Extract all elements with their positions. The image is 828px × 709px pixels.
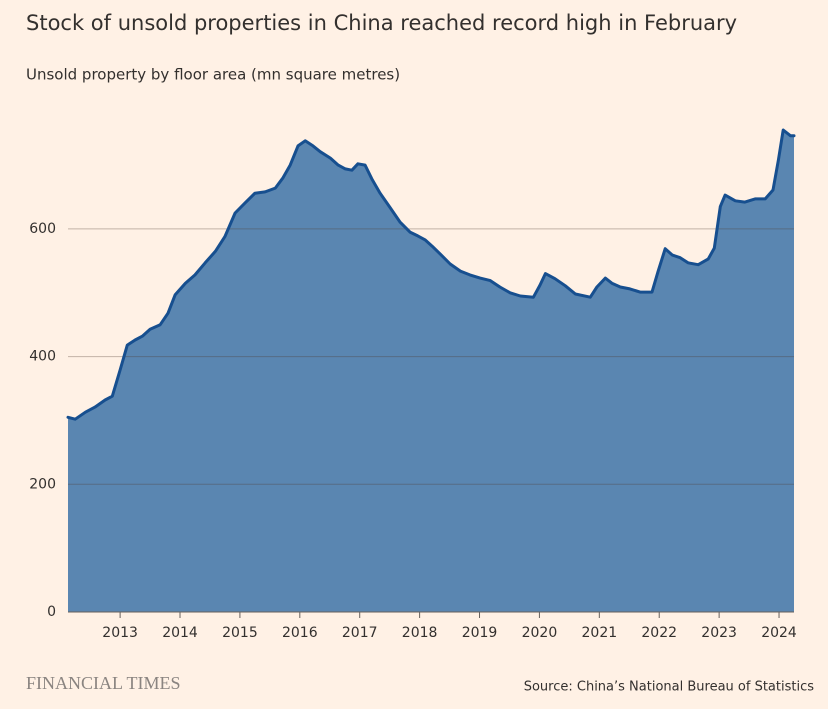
x-tick-label: 2024 [761,625,797,641]
line [66,128,796,421]
brand: FINANCIAL TIMES [26,673,181,693]
x-tick-label: 2020 [522,625,558,641]
x-tick-label: 2017 [342,625,378,641]
x-tick-label: 2018 [402,625,438,641]
y-tick-label: 600 [29,221,56,237]
x-tick-label: 2021 [582,625,618,641]
x-tick-label: 2014 [162,625,198,641]
x-tick-label: 2013 [102,625,138,641]
x-tick-label: 2022 [641,625,677,641]
area [68,130,794,612]
x-tick-label: 2023 [701,625,737,641]
chart-title: Stock of unsold properties in China reac… [26,11,737,35]
source: Source: China’s National Bureau of Stati… [524,680,815,695]
x-tick-label: 2016 [282,625,318,641]
y-tick-label: 200 [29,476,56,492]
plot: 0 200 400 600 2013 2014 2015 2016 2017 2018 2019 20… [29,128,797,641]
y-tick-label: 0 [47,604,56,620]
x-tick-label: 2019 [462,625,498,641]
y-tick-label: 400 [29,349,56,365]
x-tick-label: 2015 [222,625,258,641]
chart-subtitle: Unsold property by floor area (mn square… [26,66,400,84]
